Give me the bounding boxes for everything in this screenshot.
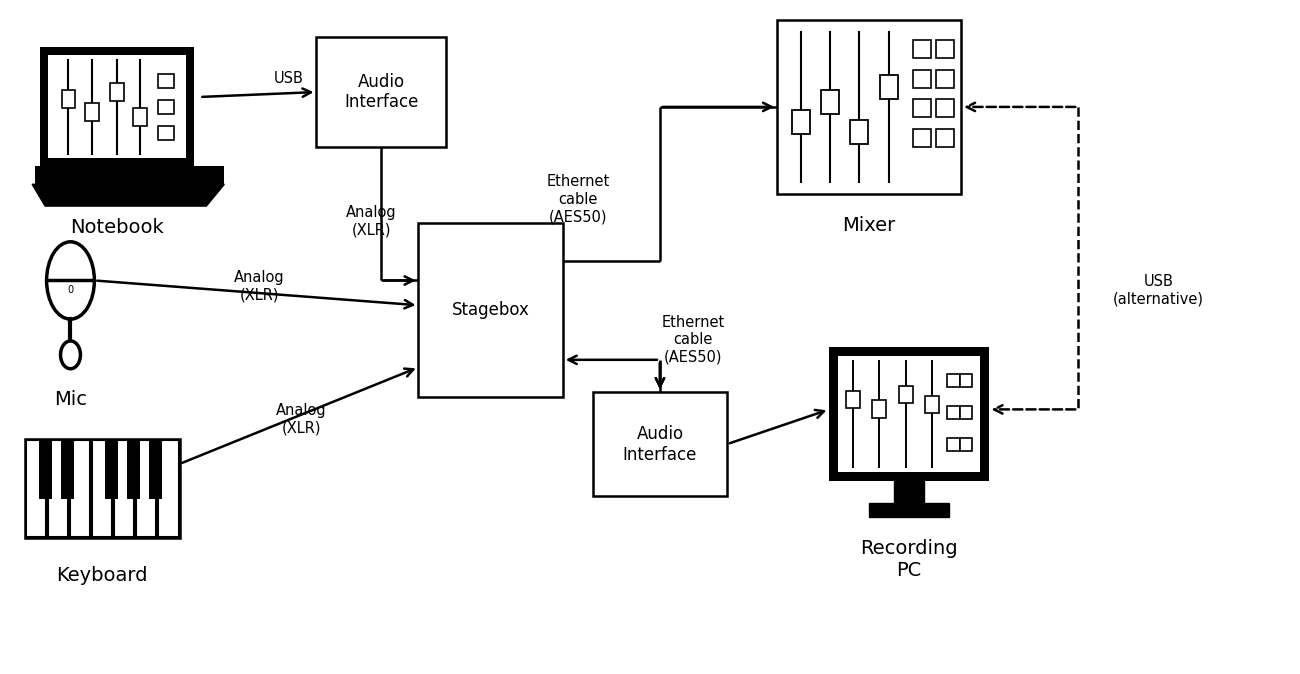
FancyBboxPatch shape: [134, 108, 147, 126]
FancyBboxPatch shape: [792, 110, 810, 133]
Text: Analog
(XLR): Analog (XLR): [276, 403, 326, 435]
FancyBboxPatch shape: [846, 390, 861, 408]
FancyBboxPatch shape: [936, 69, 954, 88]
FancyBboxPatch shape: [48, 440, 69, 537]
FancyBboxPatch shape: [136, 440, 156, 537]
FancyBboxPatch shape: [70, 440, 90, 537]
FancyBboxPatch shape: [946, 406, 959, 419]
Text: USB: USB: [273, 71, 303, 86]
Text: Analog
(XLR): Analog (XLR): [234, 270, 285, 303]
FancyBboxPatch shape: [40, 47, 195, 166]
FancyBboxPatch shape: [92, 440, 112, 537]
FancyBboxPatch shape: [829, 347, 988, 481]
FancyBboxPatch shape: [850, 120, 868, 144]
FancyBboxPatch shape: [111, 83, 125, 101]
Text: Keyboard: Keyboard: [57, 566, 148, 585]
FancyBboxPatch shape: [159, 440, 178, 537]
Text: Audio
Interface: Audio Interface: [344, 73, 419, 111]
FancyBboxPatch shape: [26, 440, 47, 537]
FancyBboxPatch shape: [871, 400, 885, 419]
FancyBboxPatch shape: [959, 406, 972, 419]
FancyBboxPatch shape: [880, 75, 898, 99]
FancyBboxPatch shape: [48, 55, 186, 158]
Text: Mic: Mic: [55, 390, 87, 408]
Polygon shape: [32, 184, 225, 206]
FancyBboxPatch shape: [593, 392, 727, 496]
FancyBboxPatch shape: [61, 90, 75, 108]
FancyBboxPatch shape: [946, 374, 959, 387]
FancyBboxPatch shape: [936, 129, 954, 147]
FancyBboxPatch shape: [924, 396, 939, 413]
Text: Ethernet
cable
(AES50): Ethernet cable (AES50): [547, 175, 610, 224]
FancyBboxPatch shape: [84, 103, 99, 121]
FancyBboxPatch shape: [316, 38, 446, 146]
FancyBboxPatch shape: [419, 224, 563, 397]
FancyBboxPatch shape: [39, 439, 52, 499]
FancyBboxPatch shape: [822, 90, 838, 114]
FancyBboxPatch shape: [35, 166, 225, 184]
Ellipse shape: [61, 341, 81, 369]
FancyBboxPatch shape: [914, 129, 931, 147]
FancyBboxPatch shape: [159, 74, 174, 88]
FancyBboxPatch shape: [936, 40, 954, 58]
Text: 0: 0: [68, 285, 74, 295]
FancyBboxPatch shape: [946, 437, 959, 451]
FancyBboxPatch shape: [159, 127, 174, 140]
Text: Audio
Interface: Audio Interface: [623, 425, 697, 464]
Text: USB
(alternative): USB (alternative): [1113, 274, 1204, 307]
FancyBboxPatch shape: [838, 357, 980, 472]
Text: Stagebox: Stagebox: [451, 301, 529, 319]
FancyBboxPatch shape: [105, 439, 118, 499]
Polygon shape: [870, 503, 949, 517]
FancyBboxPatch shape: [959, 374, 972, 387]
FancyBboxPatch shape: [900, 386, 914, 404]
Text: Mixer: Mixer: [842, 216, 896, 235]
Text: Notebook: Notebook: [70, 218, 164, 237]
FancyBboxPatch shape: [777, 20, 961, 193]
FancyBboxPatch shape: [150, 439, 162, 499]
Text: Analog
(XLR): Analog (XLR): [346, 205, 396, 237]
FancyBboxPatch shape: [959, 437, 972, 451]
Text: Recording
PC: Recording PC: [861, 539, 958, 580]
FancyBboxPatch shape: [159, 100, 174, 115]
FancyBboxPatch shape: [914, 40, 931, 58]
FancyBboxPatch shape: [114, 440, 134, 537]
FancyBboxPatch shape: [914, 100, 931, 117]
FancyBboxPatch shape: [61, 439, 74, 499]
FancyBboxPatch shape: [936, 100, 954, 117]
FancyBboxPatch shape: [914, 69, 931, 88]
FancyBboxPatch shape: [127, 439, 140, 499]
Polygon shape: [894, 481, 924, 503]
Ellipse shape: [47, 242, 95, 319]
Text: Ethernet
cable
(AES50): Ethernet cable (AES50): [662, 315, 724, 365]
